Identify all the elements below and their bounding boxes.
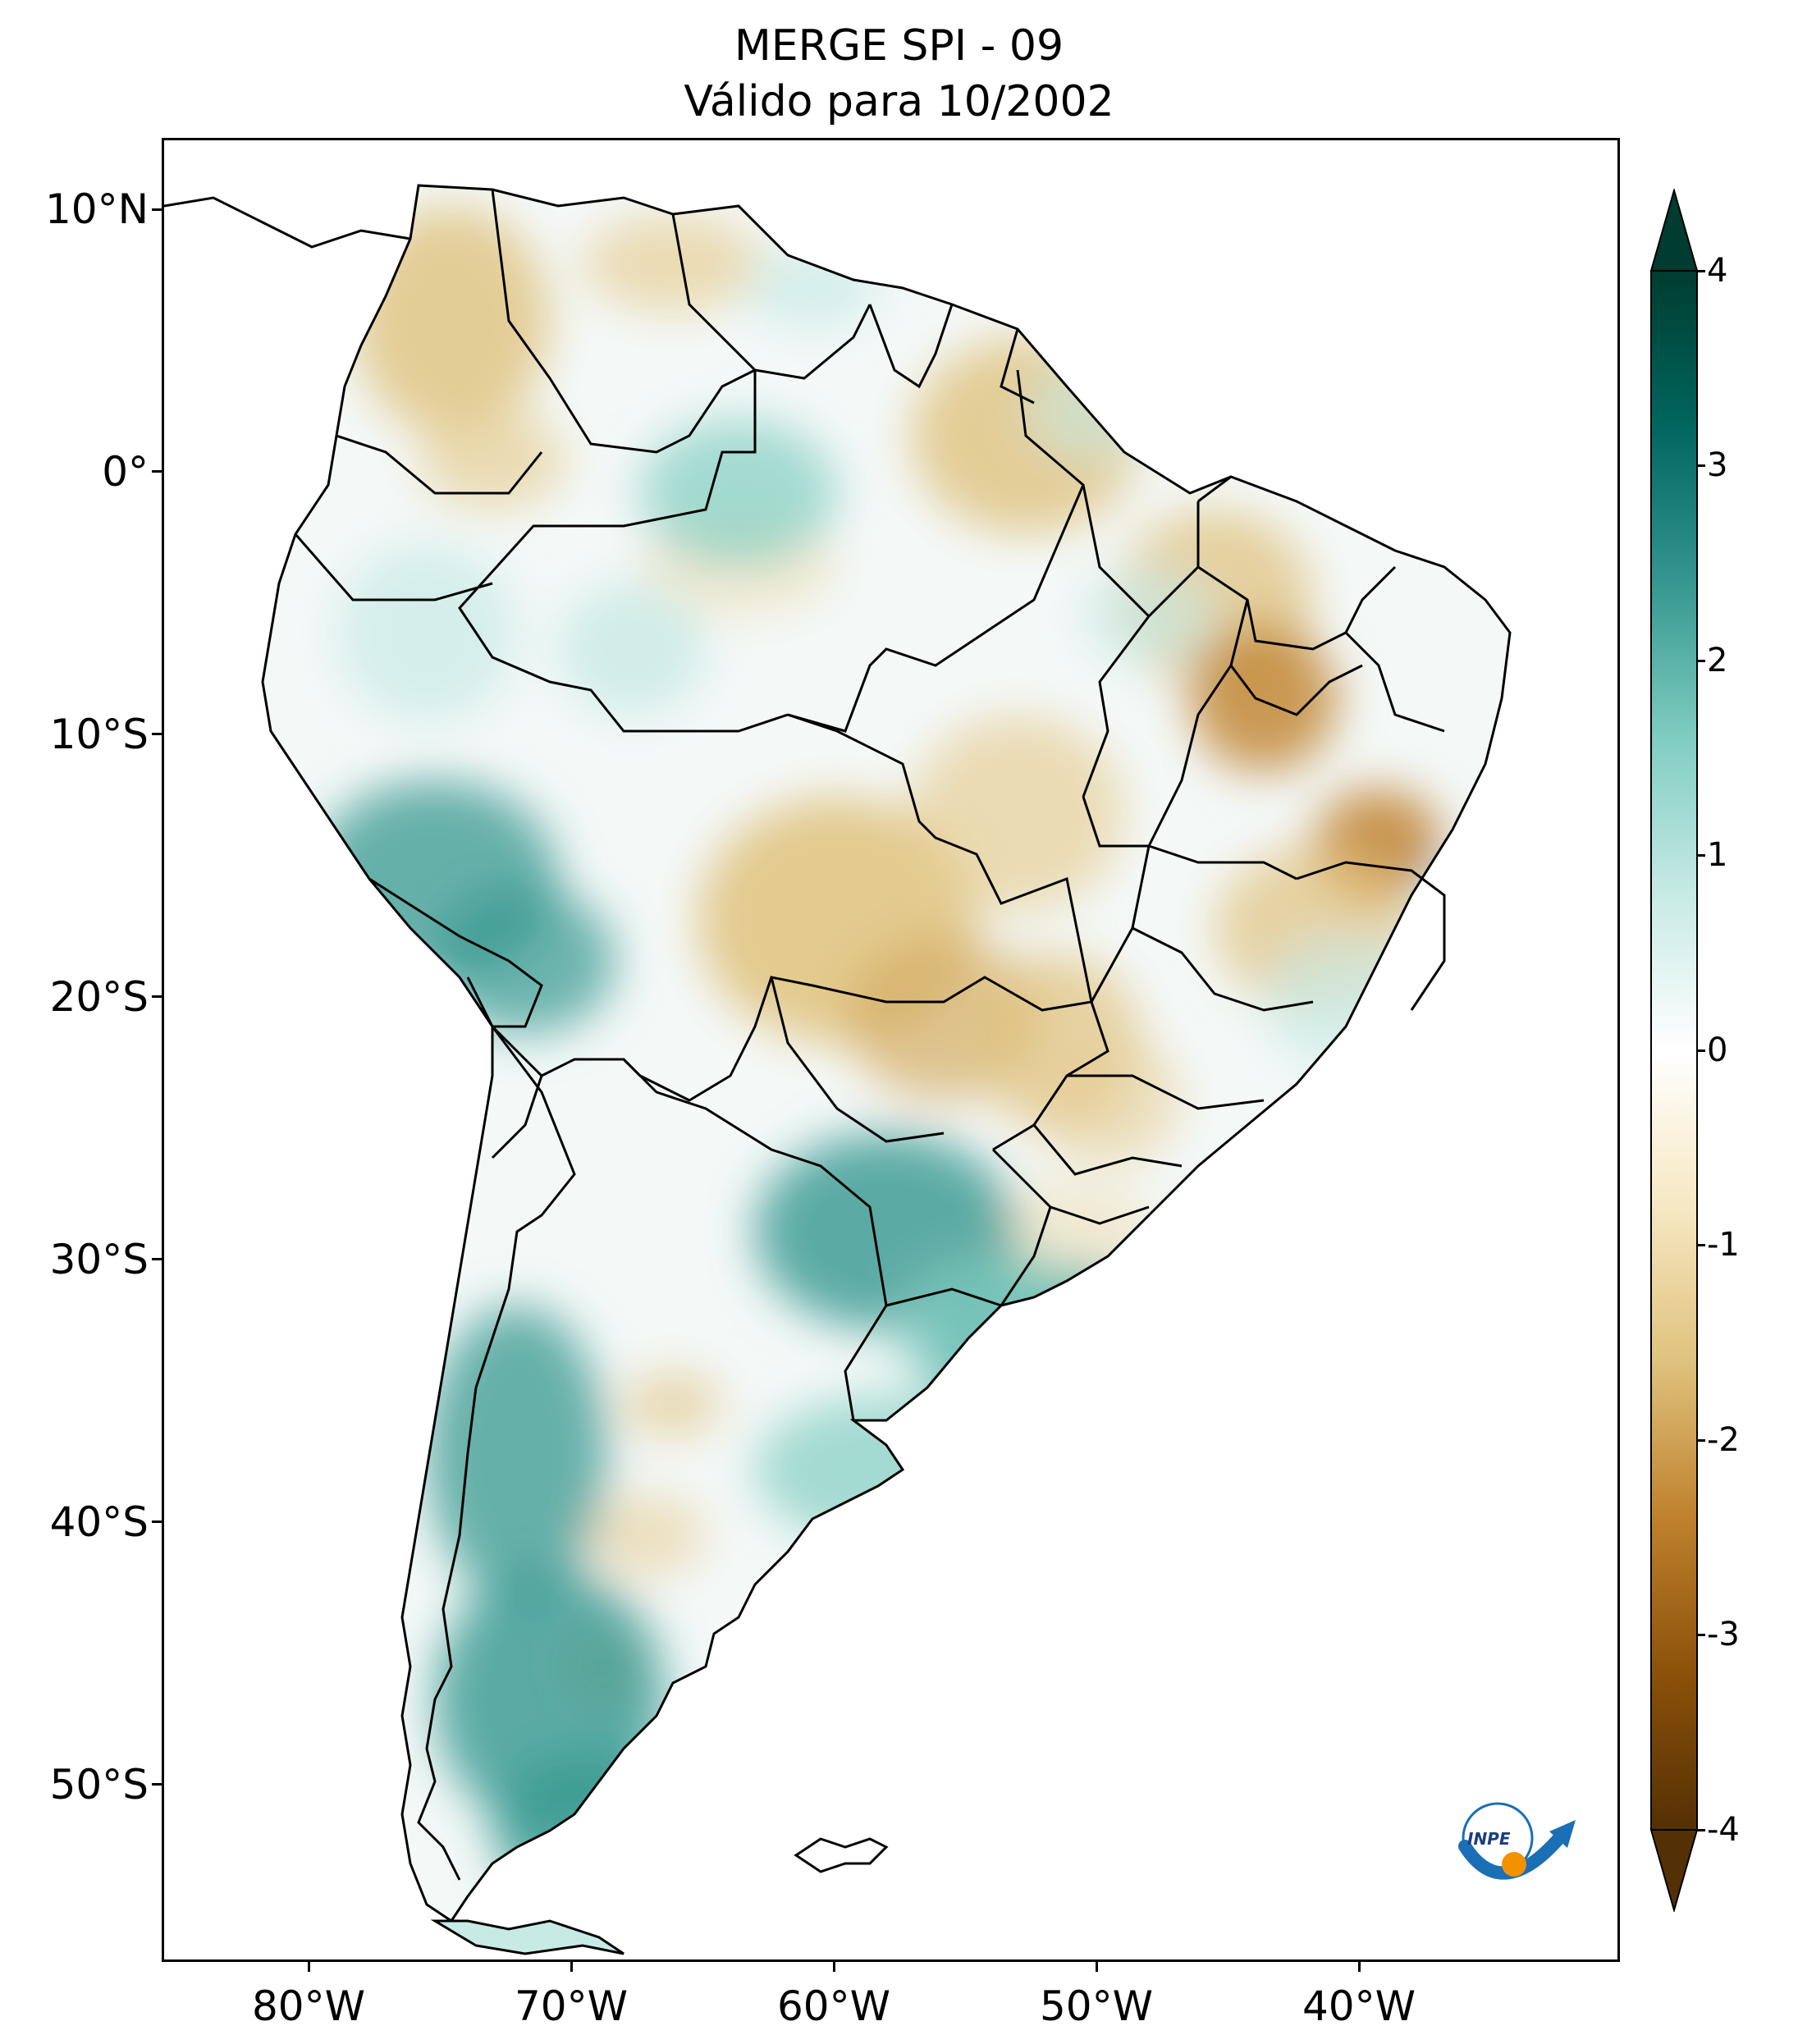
inpe-logo-text: INPE [1467, 1829, 1511, 1849]
map-title-line-1: MERGE SPI - 09 [734, 21, 1064, 71]
lat-tick-10n [152, 208, 162, 211]
spi-field [263, 185, 1510, 1921]
lon-tick-40w [1358, 1962, 1361, 1972]
lon-label: 70°W [514, 1982, 629, 2030]
lon-label: 80°W [251, 1982, 366, 2030]
lat-label: 10°S [49, 711, 149, 758]
falkland-islands [794, 1837, 889, 1873]
colorbar-tick [1697, 464, 1705, 467]
lon-label: 50°W [1039, 1982, 1154, 2030]
colorbar-label: -3 [1707, 1616, 1740, 1653]
lat-label: 30°S [49, 1236, 149, 1283]
colorbar-tick [1697, 1829, 1705, 1831]
inpe-logo: INPE [1444, 1789, 1584, 1895]
colorbar-label: 2 [1707, 642, 1728, 679]
lon-tick-70w [570, 1962, 573, 1972]
lat-label: 10°N [44, 185, 149, 233]
lat-label: 0° [102, 448, 149, 496]
colorbar-tick [1697, 854, 1705, 857]
map-panel [162, 138, 1620, 1962]
political-borders [294, 189, 1446, 1881]
inpe-logo-icon: INPE [1458, 1802, 1576, 1880]
central-america-coast [164, 196, 411, 249]
colorbar [1649, 187, 1699, 1914]
lon-label: 60°W [776, 1982, 891, 2030]
colorbar-label: 4 [1707, 252, 1728, 290]
lat-label: 50°S [49, 1761, 149, 1809]
colorbar-tick [1697, 1634, 1705, 1636]
lat-tick-10s [152, 733, 162, 735]
colorbar-tick [1697, 270, 1705, 272]
lat-label: 20°S [49, 973, 149, 1021]
colorbar-label: 3 [1707, 446, 1728, 484]
colorbar-label: 1 [1707, 836, 1728, 874]
colorbar-tick [1697, 1049, 1705, 1052]
south-america-map [164, 184, 1512, 1955]
colorbar-graphic [1649, 187, 1699, 1914]
map-title-line-2: Válido para 10/2002 [684, 77, 1114, 126]
lat-label: 40°S [49, 1498, 149, 1546]
tierra-del-fuego [430, 1919, 624, 1955]
colorbar-tick [1697, 660, 1705, 662]
colorbar-label: -2 [1707, 1421, 1740, 1459]
colorbar-tick [1697, 1244, 1705, 1246]
lat-tick-0 [152, 470, 162, 473]
lon-label: 40°W [1302, 1982, 1416, 2030]
lat-tick-20s [152, 995, 162, 998]
colorbar-label: 0 [1707, 1031, 1728, 1069]
lat-tick-50s [152, 1783, 162, 1786]
colorbar-label: -4 [1707, 1811, 1740, 1849]
lon-tick-60w [833, 1962, 835, 1972]
lat-tick-30s [152, 1258, 162, 1260]
coastline [261, 184, 1512, 1923]
colorbar-label: -1 [1707, 1226, 1740, 1264]
lat-tick-40s [152, 1520, 162, 1523]
colorbar-tick [1697, 1439, 1705, 1442]
lon-tick-80w [308, 1962, 310, 1972]
lon-tick-50w [1096, 1962, 1098, 1972]
